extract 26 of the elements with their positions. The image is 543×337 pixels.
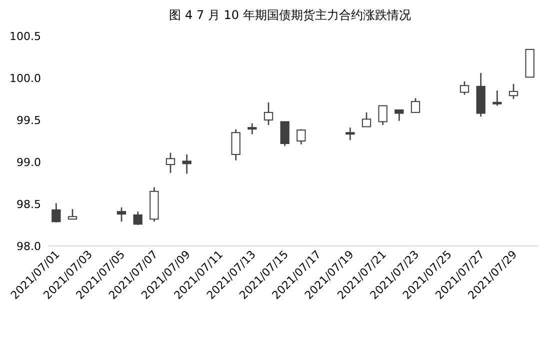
candlestick [166,152,176,174]
candlestick [492,90,502,106]
candlestick [133,210,142,226]
candlestick [182,154,192,174]
candlestick [280,121,290,147]
candlestick [410,98,420,114]
candlestick [378,105,388,126]
y-tick-label: 99.0 [16,156,41,169]
y-tick-label: 98.0 [16,240,41,253]
candlestick [346,126,355,141]
candlestick [460,80,470,96]
candlestick [362,112,372,128]
candlestick [394,109,404,122]
candlestick [296,128,306,146]
y-tick-label: 99.5 [16,114,41,127]
y-tick-label: 100.5 [10,30,41,43]
candlestick [508,83,518,100]
candlestick [52,202,61,224]
y-tick-label: 100.0 [10,72,41,85]
y-tick-label: 98.5 [16,198,41,211]
chart-title: 图 4 7 月 10 年期国债期货主力合约涨跌情况 [169,8,411,22]
candlestick [248,122,257,135]
candlestick [231,128,240,161]
candlestick [264,102,274,126]
candlestick [116,206,126,222]
candlestick [68,208,78,220]
